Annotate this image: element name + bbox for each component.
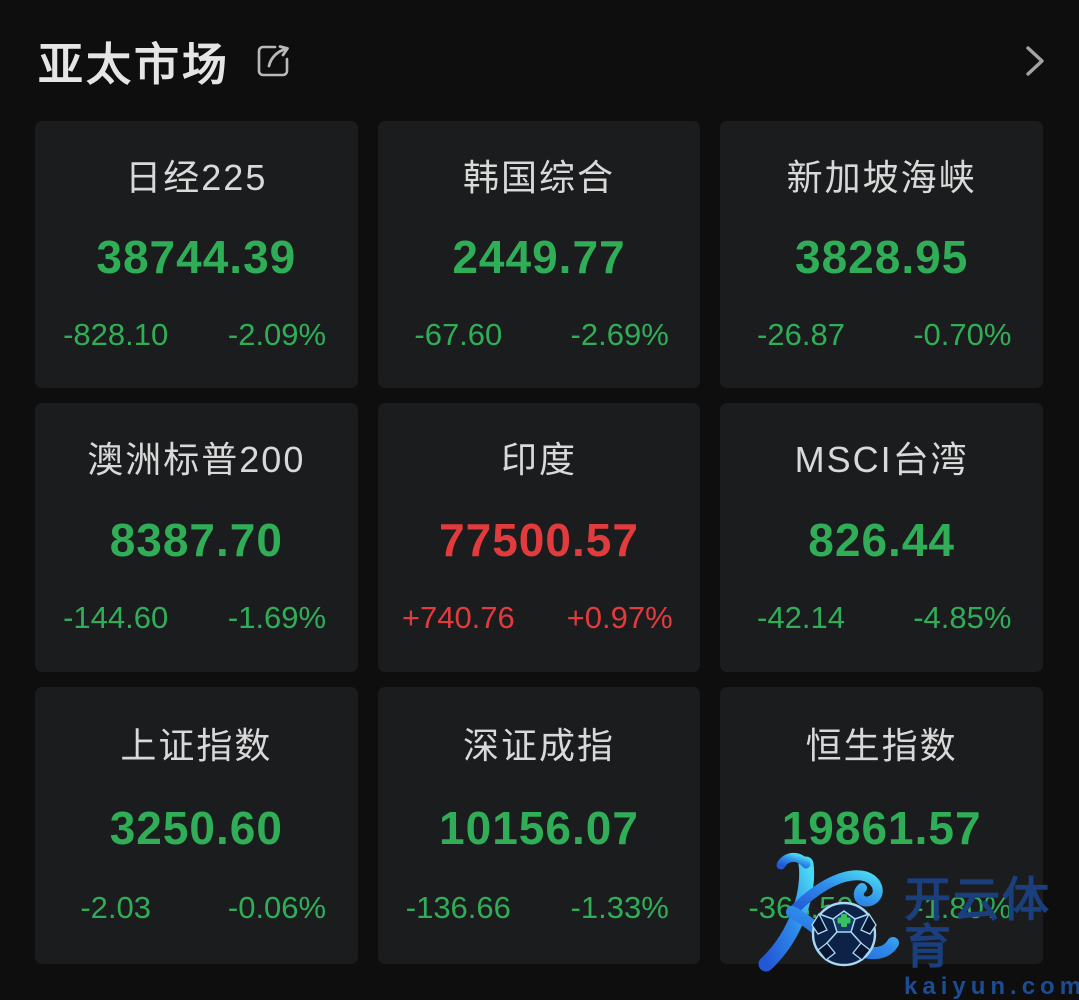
section-title: 亚太市场 xyxy=(38,39,231,90)
index-change-row: -26.87 -0.70% xyxy=(720,319,1043,350)
index-change: -144.60 xyxy=(63,600,169,635)
index-value: 38744.39 xyxy=(96,231,297,283)
index-name: 深证成指 xyxy=(462,725,615,766)
index-name: 恒生指数 xyxy=(805,725,958,766)
index-change-row: +740.76 +0.97% xyxy=(378,602,701,633)
share-icon[interactable] xyxy=(250,38,296,84)
index-change-percent: -0.06% xyxy=(227,890,327,925)
market-card[interactable]: 恒生指数 19861.57 -363.50 -1.80% xyxy=(720,687,1043,964)
market-card[interactable]: 印度 77500.57 +740.76 +0.97% xyxy=(377,403,701,672)
market-card[interactable]: 深证成指 10156.07 -136.66 -1.33% xyxy=(377,687,701,964)
index-change: -363.50 xyxy=(748,890,854,925)
index-name: 新加坡海峡 xyxy=(786,156,977,198)
index-change: -42.14 xyxy=(757,600,845,635)
index-value: 77500.57 xyxy=(439,514,639,566)
index-change: -828.10 xyxy=(63,316,169,352)
index-change-percent: -2.09% xyxy=(227,316,327,352)
index-change-percent: +0.97% xyxy=(566,600,673,635)
index-change-row: -828.10 -2.09% xyxy=(35,319,358,350)
index-change: +740.76 xyxy=(401,600,515,635)
chevron-right-icon[interactable] xyxy=(1017,38,1051,84)
index-value: 2449.77 xyxy=(452,231,626,283)
index-change: -2.03 xyxy=(80,890,151,925)
index-change: -67.60 xyxy=(414,316,503,352)
index-change-row: -2.03 -0.06% xyxy=(35,892,358,923)
market-card[interactable]: 日经225 38744.39 -828.10 -2.09% xyxy=(35,121,358,388)
index-change-row: -144.60 -1.69% xyxy=(35,602,358,633)
market-card[interactable]: 韩国综合 2449.77 -67.60 -2.69% xyxy=(377,121,701,388)
index-change-percent: -1.69% xyxy=(227,600,327,635)
index-name: 澳洲标普200 xyxy=(87,439,306,480)
index-name: MSCI台湾 xyxy=(794,439,969,480)
watermark-domain: kaiyun.com xyxy=(904,973,1079,1000)
index-value: 826.44 xyxy=(808,514,955,566)
market-card[interactable]: 上证指数 3250.60 -2.03 -0.06% xyxy=(35,687,358,964)
index-change: -26.87 xyxy=(757,316,845,352)
section-header: 亚太市场 xyxy=(0,0,1079,121)
index-change: -136.66 xyxy=(405,890,511,925)
index-change-percent: -1.33% xyxy=(570,890,669,925)
index-name: 印度 xyxy=(500,439,577,480)
index-change-row: -67.60 -2.69% xyxy=(378,319,701,350)
index-name: 上证指数 xyxy=(120,725,273,766)
market-card[interactable]: MSCI台湾 826.44 -42.14 -4.85% xyxy=(720,403,1043,672)
index-change-row: -42.14 -4.85% xyxy=(720,602,1043,633)
index-change-percent: -0.70% xyxy=(913,316,1012,352)
index-value: 19861.57 xyxy=(781,802,982,854)
index-value: 10156.07 xyxy=(439,802,639,854)
index-name: 日经225 xyxy=(125,156,268,198)
index-change-percent: -2.69% xyxy=(570,316,669,352)
market-card[interactable]: 新加坡海峡 3828.95 -26.87 -0.70% xyxy=(720,121,1043,388)
index-value: 3250.60 xyxy=(109,802,283,854)
index-change-percent: -4.85% xyxy=(913,600,1012,635)
index-change-row: -363.50 -1.80% xyxy=(720,892,1043,923)
index-name: 韩国综合 xyxy=(462,156,615,198)
index-value: 8387.70 xyxy=(109,514,283,566)
market-card[interactable]: 澳洲标普200 8387.70 -144.60 -1.69% xyxy=(35,403,358,672)
index-value: 3828.95 xyxy=(795,231,969,283)
index-change-percent: -1.80% xyxy=(913,890,1012,925)
market-grid: 日经225 38744.39 -828.10 -2.09% 韩国综合 2449.… xyxy=(35,121,1043,964)
index-change-row: -136.66 -1.33% xyxy=(378,892,701,923)
